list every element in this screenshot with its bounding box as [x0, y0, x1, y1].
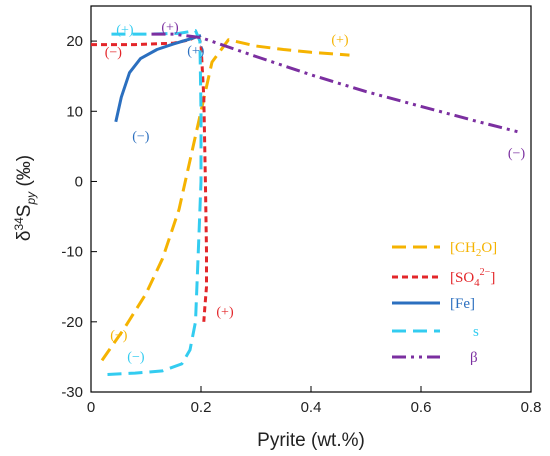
y-title-sup: 34	[12, 217, 26, 231]
annotation-label: (+)	[216, 305, 234, 320]
series-line-3	[107, 29, 203, 376]
y-tick-label: 0	[75, 173, 83, 190]
annotation-label: (−)	[105, 46, 123, 61]
y-tick-label: -20	[61, 314, 83, 331]
annotation-layer: (+) (+) (−) (+) (+) (−) (−) (+) (−) (−)	[105, 20, 526, 365]
legend-ch2o-suffix: O]	[481, 240, 497, 256]
y-axis-title: δ34Spy (‰)	[12, 155, 38, 241]
y-tick-label: -10	[61, 244, 83, 261]
y-tick-label: 10	[66, 103, 83, 120]
annotation-label: (+)	[116, 23, 134, 38]
series-layer	[91, 29, 521, 376]
series-line-2	[114, 34, 202, 123]
legend-ch2o-sub: 2	[476, 247, 482, 259]
series-line-1	[91, 34, 208, 322]
legend-label-ch2o: [CH2O]	[450, 240, 497, 259]
y-title-unit: (‰)	[14, 155, 35, 192]
annotation-label: (−)	[508, 147, 526, 162]
legend-label-so4: [SO42−]	[450, 267, 495, 289]
x-tick-label: 0.8	[521, 399, 542, 416]
x-tick-label: 0.2	[191, 399, 212, 416]
y-title-delta: δ	[14, 231, 35, 242]
legend-so4-sub: 4	[474, 277, 480, 289]
legend: [CH2O] [SO42−] [Fe] s β	[392, 240, 497, 366]
annotation-label: (+)	[187, 44, 205, 59]
legend-so4-sup: 2−	[480, 267, 491, 278]
ticks: 0 0.2 0.4 0.6 0.8 -30 -20 -10 0 10 20	[61, 33, 541, 416]
legend-label-beta: β	[470, 350, 478, 366]
legend-label-fe: [Fe]	[450, 296, 475, 312]
plot-frame	[90, 5, 532, 393]
legend-label-s: s	[473, 324, 479, 340]
annotation-label: (−)	[127, 350, 145, 365]
legend-ch2o-prefix: [CH	[450, 240, 476, 256]
x-tick-label: 0	[87, 399, 95, 416]
series-line-4	[151, 32, 521, 134]
annotation-label: (+)	[331, 33, 349, 48]
annotation-label: (+)	[161, 20, 179, 35]
x-tick-label: 0.6	[411, 399, 432, 416]
series-line-0	[100, 38, 350, 362]
y-tick-label: -30	[61, 384, 83, 401]
legend-so4-suffix: ]	[490, 270, 495, 286]
x-axis-title: Pyrite (wt.%)	[257, 430, 365, 451]
y-title-sub: py	[24, 191, 38, 206]
y-title-s: S	[14, 205, 35, 218]
legend-so4-prefix: [SO	[450, 270, 474, 286]
y-tick-label: 20	[66, 33, 83, 50]
annotation-label: (−)	[132, 130, 150, 145]
annotation-label: (−)	[110, 328, 128, 343]
x-tick-label: 0.4	[301, 399, 322, 416]
